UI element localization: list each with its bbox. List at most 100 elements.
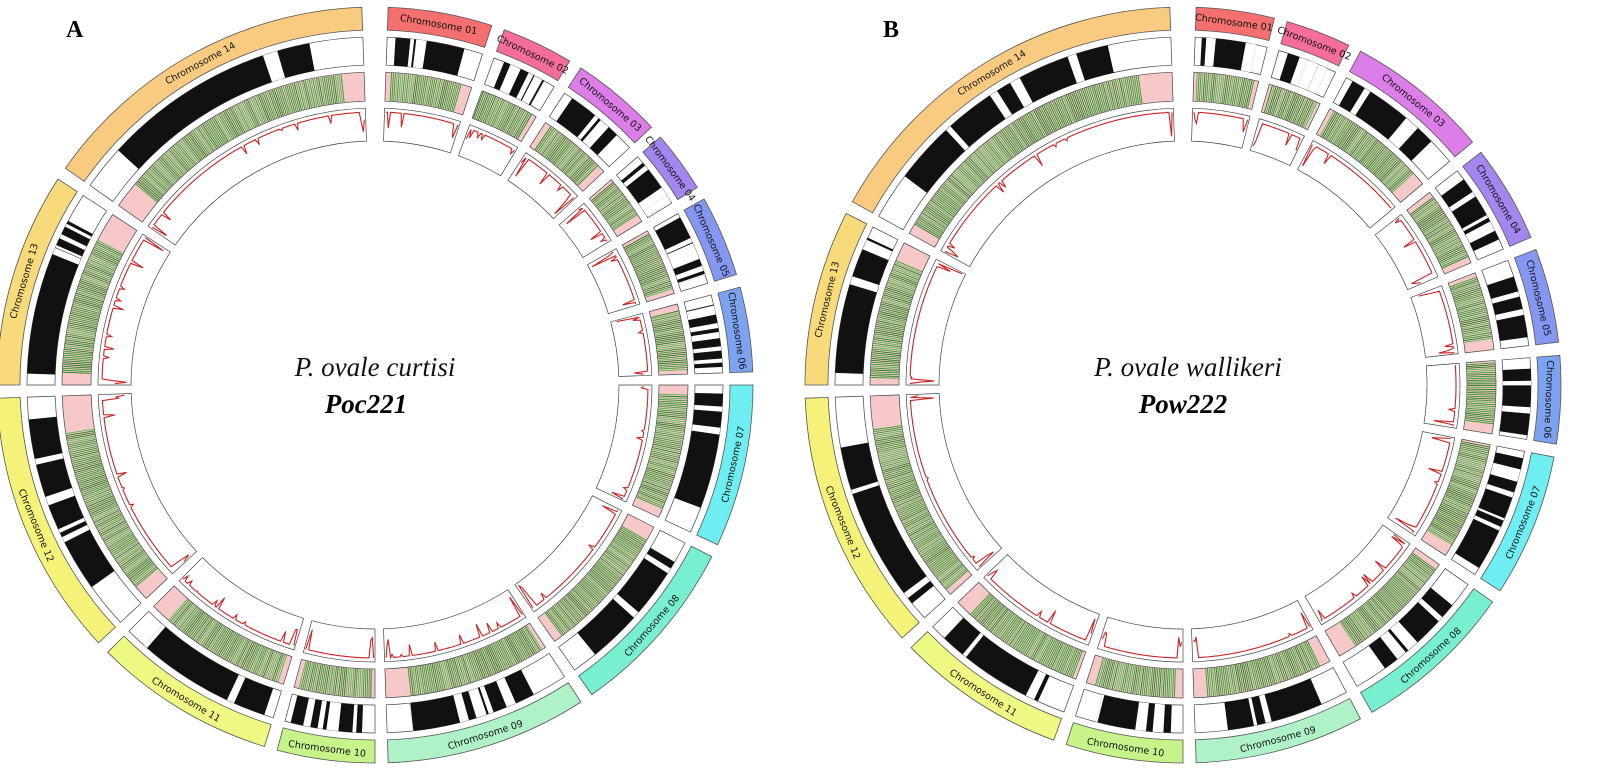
variant-mark: [432, 78, 440, 107]
variant-mark: [1461, 444, 1489, 452]
variant-mark: [576, 163, 597, 185]
variant-mark: [609, 207, 633, 225]
variant-mark: [243, 101, 257, 127]
variant-mark: [315, 664, 322, 692]
variant-mark: [468, 653, 479, 681]
variant-mark: [993, 136, 1011, 159]
variant-mark: [1074, 91, 1086, 119]
variant-mark: [872, 346, 901, 351]
species-name-b: P. ovale wallikeri: [1093, 352, 1282, 382]
variant-mark: [1204, 73, 1208, 102]
variant-mark: [331, 75, 336, 104]
variant-mark: [158, 158, 179, 180]
variant-mark: [602, 197, 626, 215]
variant-mark: [91, 253, 117, 267]
variant-mark: [910, 523, 935, 539]
variant-mark: [1119, 663, 1126, 692]
variant-mark: [880, 457, 909, 466]
variant-mark: [476, 92, 488, 120]
variant-mark: [554, 605, 573, 628]
variant-mark: [917, 218, 943, 235]
variant-mark: [939, 563, 963, 583]
variant-mark: [435, 662, 442, 691]
variant-mark: [487, 98, 500, 125]
variant-mark: [612, 540, 637, 557]
variant-mark: [103, 526, 129, 542]
variant-mark: [1285, 93, 1297, 120]
variant-mark: [368, 669, 370, 698]
variant-mark: [1367, 600, 1387, 623]
chromosome-07-arc: [696, 384, 754, 546]
variant-mark: [1412, 552, 1436, 570]
variant-mark: [1388, 580, 1410, 601]
variant-mark: [1324, 113, 1340, 139]
variant-mark: [1208, 668, 1213, 697]
variant-mark: [889, 276, 917, 287]
variant-mark: [1263, 657, 1273, 685]
variant-mark: [1225, 666, 1232, 694]
variant-mark: [1071, 92, 1083, 120]
variant-mark: [881, 301, 909, 310]
variant-mark: [658, 365, 687, 368]
variant-mark: [640, 273, 668, 285]
variant-mark: [1235, 77, 1242, 106]
variant-mark: [1278, 652, 1289, 680]
variant-mark: [588, 572, 610, 592]
variant-mark: [870, 375, 899, 377]
variant-mark: [66, 432, 95, 438]
variant-mark: [1304, 102, 1318, 129]
variant-mark: [91, 252, 118, 265]
variant-mark: [261, 93, 273, 121]
variant-mark: [911, 525, 936, 540]
variant-mark: [137, 180, 160, 200]
variant-mark: [651, 452, 679, 460]
variant-mark: [953, 171, 975, 192]
variant-mark: [1057, 98, 1070, 125]
variant-mark: [1053, 100, 1067, 127]
variant-mark: [1393, 575, 1416, 595]
variant-mark: [211, 118, 228, 143]
variant-mark: [897, 500, 924, 513]
variant-mark: [133, 565, 156, 584]
density-gap: [1258, 694, 1272, 724]
variant-mark: [902, 511, 929, 525]
variant-mark: [1411, 553, 1435, 572]
variant-mark: [64, 350, 93, 355]
coverage-line-05: [1418, 290, 1455, 354]
variant-mark: [86, 264, 113, 276]
variant-mark: [557, 602, 576, 626]
variant-mark: [82, 485, 110, 497]
chromosome-02-arc: [495, 29, 571, 82]
variant-mark: [1009, 621, 1026, 646]
variant-mark: [577, 584, 599, 605]
variant-mark: [611, 211, 636, 228]
variant-mark: [1386, 583, 1408, 604]
variant-mark: [659, 393, 688, 396]
variant-mark: [266, 91, 278, 119]
coverage-track-02: [1249, 118, 1305, 167]
variant-mark: [1334, 120, 1351, 145]
variant-mark: [517, 630, 533, 656]
variant-mark: [112, 539, 137, 557]
variant-mark: [1461, 442, 1489, 450]
variant-mark: [1325, 114, 1341, 140]
variant-mark: [568, 592, 589, 614]
variant-mark: [90, 255, 117, 268]
variant-mark: [659, 397, 688, 400]
variant-mark: [1275, 89, 1286, 117]
variant-mark: [657, 349, 686, 354]
variant-mark: [1342, 125, 1359, 150]
variant-mark: [511, 634, 526, 660]
variant-mark: [489, 645, 502, 672]
variant-mark: [127, 558, 150, 577]
variant-mark: [884, 469, 912, 479]
variant-track-11: [153, 585, 293, 685]
variant-mark: [1448, 486, 1476, 498]
density-gap: [1095, 694, 1105, 723]
variant-mark: [653, 443, 681, 451]
variant-mark: [1328, 116, 1345, 142]
variant-mark: [306, 79, 314, 108]
density-gap: [1152, 703, 1165, 733]
variant-mark: [429, 663, 437, 692]
variant-mark: [263, 650, 274, 678]
